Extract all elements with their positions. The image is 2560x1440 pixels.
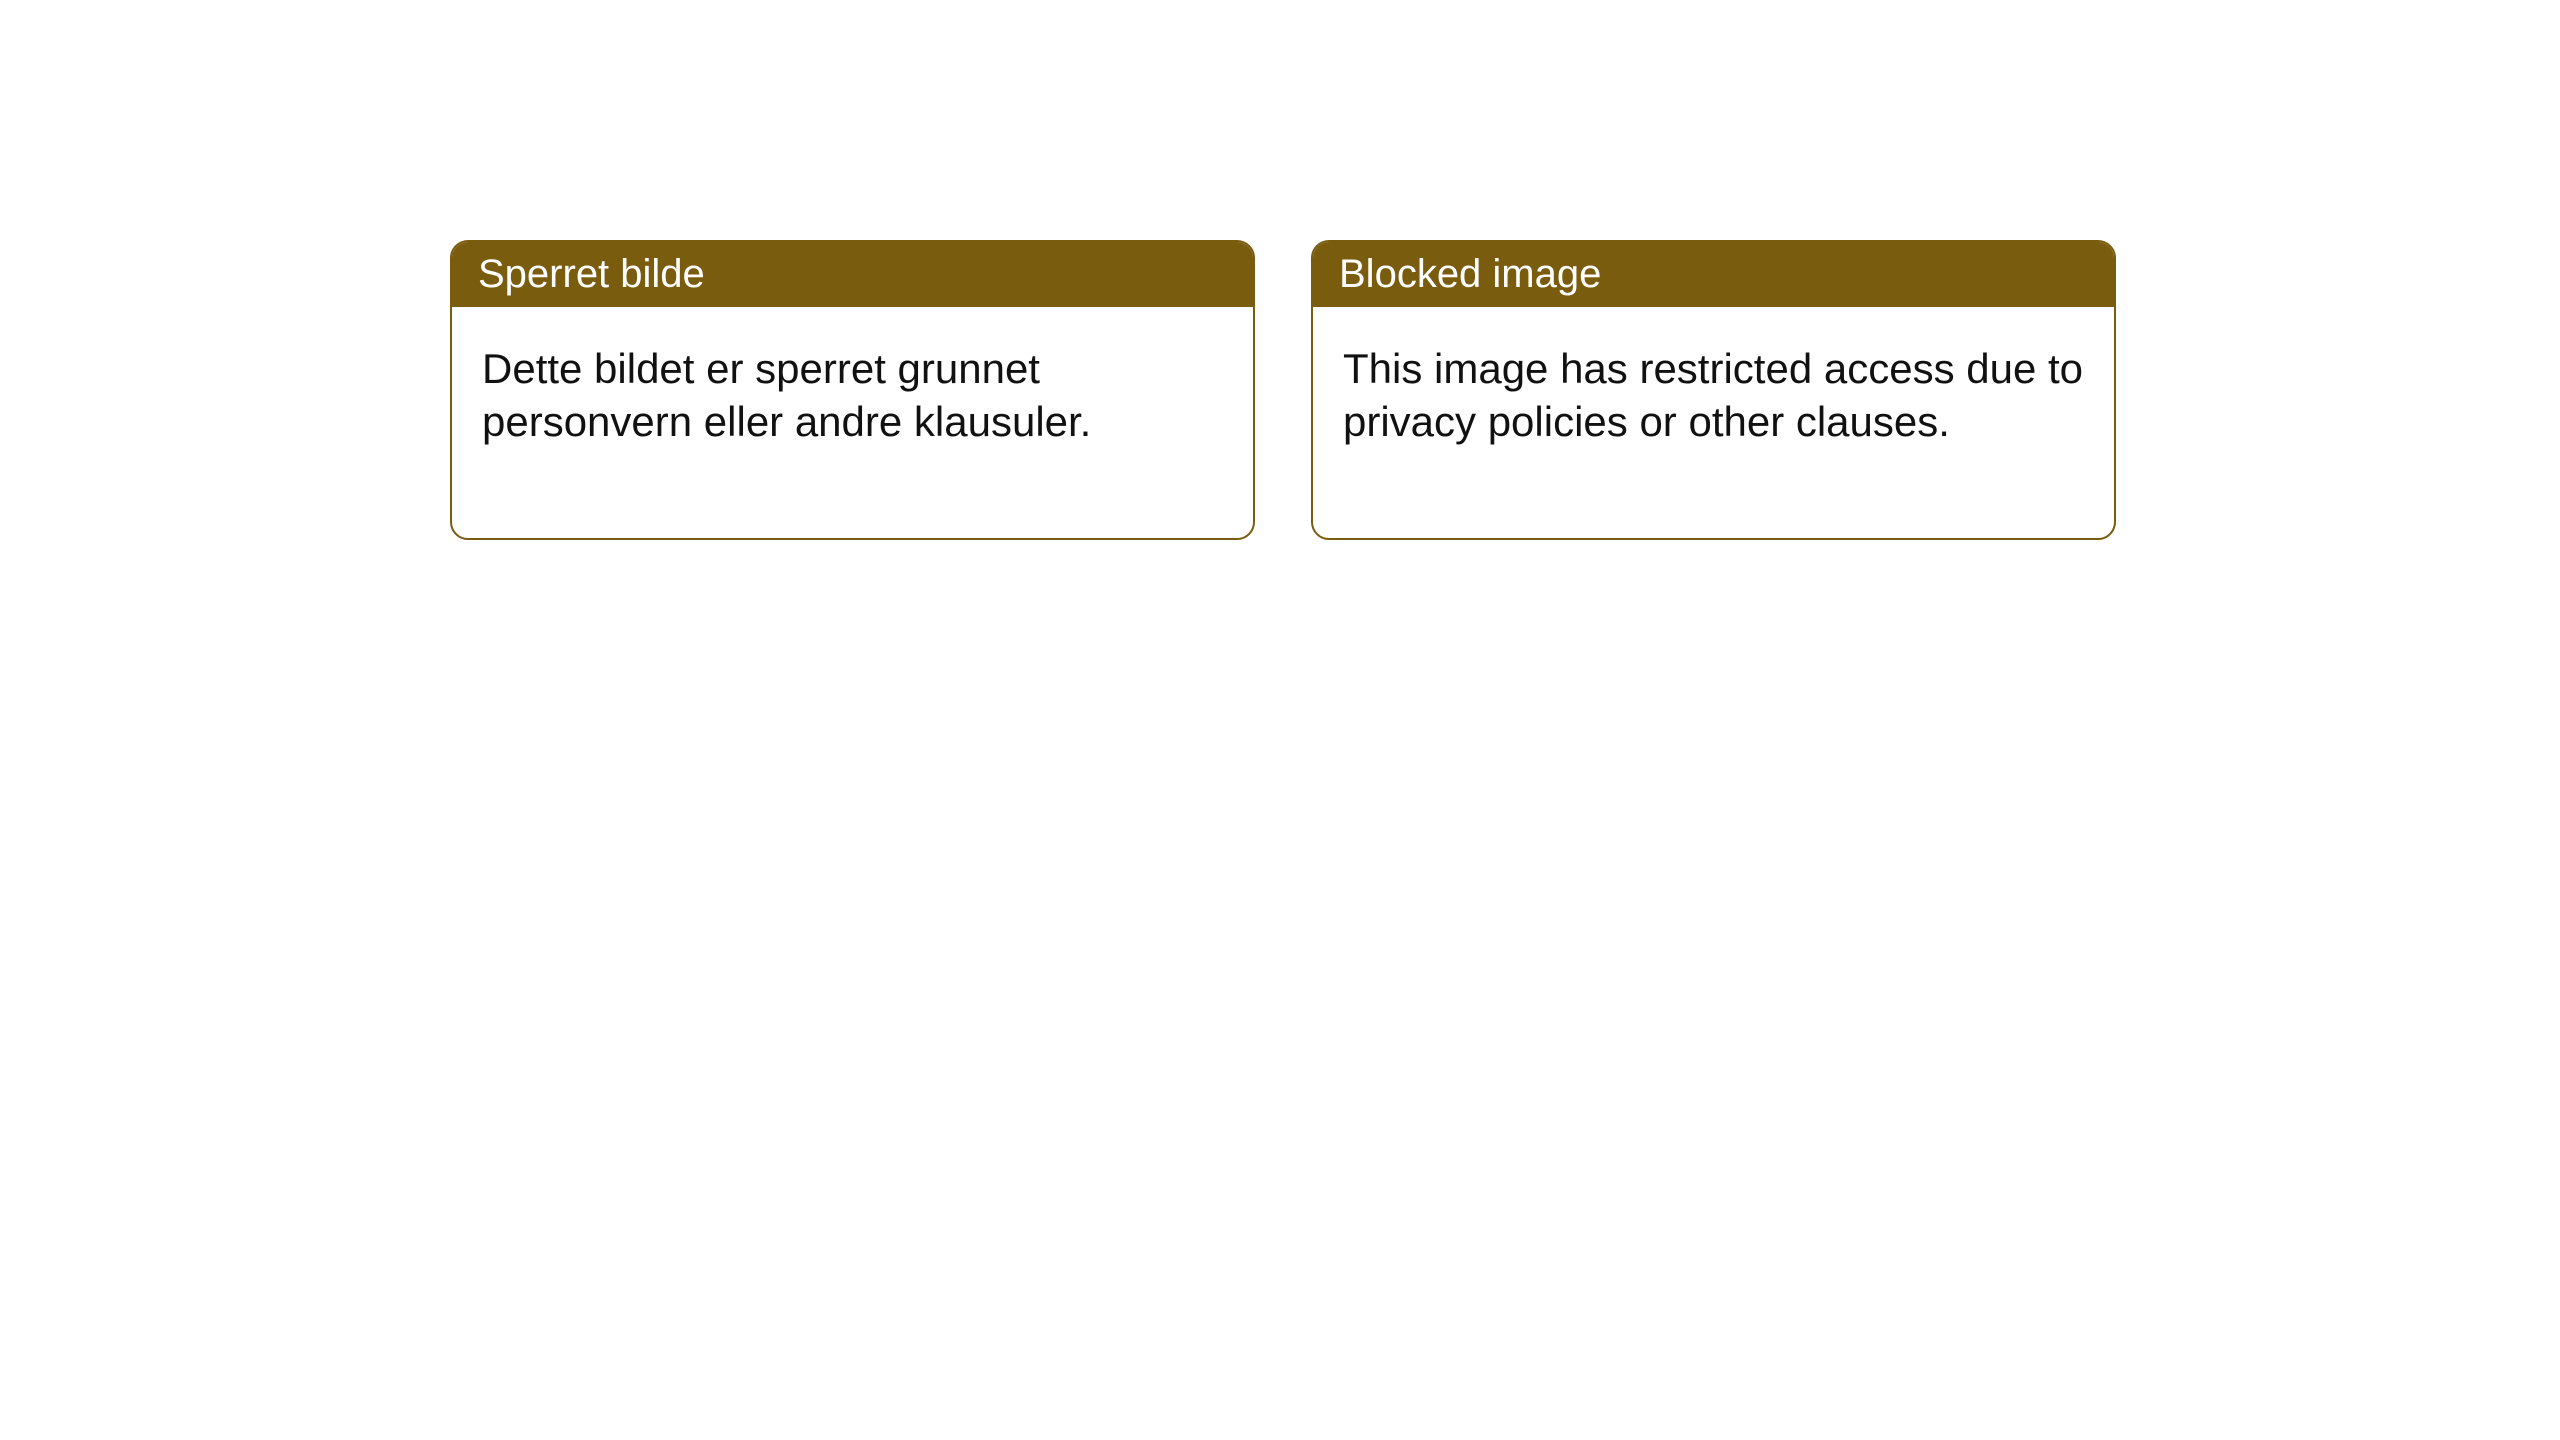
- notice-body: This image has restricted access due to …: [1313, 307, 2114, 538]
- notices-container: Sperret bilde Dette bildet er sperret gr…: [450, 240, 2116, 540]
- notice-header: Blocked image: [1313, 242, 2114, 307]
- notice-box-english: Blocked image This image has restricted …: [1311, 240, 2116, 540]
- notice-box-norwegian: Sperret bilde Dette bildet er sperret gr…: [450, 240, 1255, 540]
- notice-header: Sperret bilde: [452, 242, 1253, 307]
- notice-body: Dette bildet er sperret grunnet personve…: [452, 307, 1253, 538]
